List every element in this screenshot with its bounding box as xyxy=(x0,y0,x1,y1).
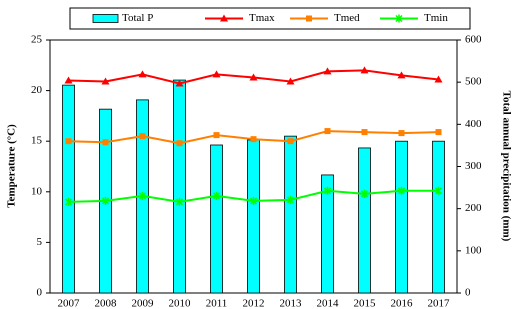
x-tick-label: 2010 xyxy=(169,298,192,309)
point xyxy=(249,196,258,205)
point xyxy=(286,195,295,204)
legend-label: Tmax xyxy=(249,12,275,24)
point xyxy=(139,133,146,140)
legend-marker xyxy=(395,14,403,23)
y2-tick-label: 200 xyxy=(465,202,482,214)
point xyxy=(101,77,110,85)
bar xyxy=(284,135,297,294)
point xyxy=(434,75,443,83)
bar xyxy=(358,147,371,294)
y-tick-label: 20 xyxy=(31,84,43,96)
point xyxy=(360,189,369,198)
point xyxy=(213,132,220,139)
point xyxy=(64,76,73,84)
point xyxy=(250,136,257,143)
legend-box xyxy=(69,7,471,30)
legend-marker xyxy=(306,15,312,22)
x-tick-label: 2011 xyxy=(206,298,228,309)
point xyxy=(64,197,73,206)
x-tick-label: 2008 xyxy=(95,298,118,309)
y2-tick-label: 300 xyxy=(465,160,482,172)
y-tick-label: 0 xyxy=(37,287,43,299)
point xyxy=(398,130,405,137)
bar xyxy=(395,140,408,294)
x-tick-label: 2017 xyxy=(428,298,451,309)
y2-tick-label: 100 xyxy=(465,244,482,256)
y-tick-label: 10 xyxy=(31,185,43,197)
x-tick-label: 2009 xyxy=(132,298,155,309)
point xyxy=(397,71,406,79)
point xyxy=(212,70,221,78)
y2-tick-label: 600 xyxy=(465,34,482,46)
legend-swatch xyxy=(92,14,119,23)
legend-label: Tmin xyxy=(424,12,448,24)
point xyxy=(175,79,184,87)
x-tick-label: 2015 xyxy=(354,298,377,309)
point xyxy=(286,77,295,85)
legend-label: Total P xyxy=(122,12,153,24)
bar xyxy=(321,174,334,294)
x-tick-label: 2012 xyxy=(243,298,265,309)
bar xyxy=(432,140,445,294)
y-tick-label: 5 xyxy=(37,236,43,248)
point xyxy=(287,138,294,145)
point xyxy=(397,186,406,195)
legend-marker xyxy=(220,14,228,22)
x-tick-label: 2014 xyxy=(317,298,340,309)
point xyxy=(212,191,221,200)
point xyxy=(102,139,109,146)
point xyxy=(324,128,331,135)
point xyxy=(361,129,368,136)
y2-tick-label: 0 xyxy=(465,287,471,299)
point xyxy=(434,186,443,195)
y2-tick-label: 400 xyxy=(465,118,482,130)
y-tick-label: 25 xyxy=(31,34,43,46)
legend-label: Tmed xyxy=(334,12,360,24)
x-tick-label: 2013 xyxy=(280,298,303,309)
y-tick-label: 15 xyxy=(31,135,43,147)
point xyxy=(65,138,72,145)
point xyxy=(176,140,183,147)
y2-tick-label: 500 xyxy=(465,76,482,88)
point xyxy=(435,129,442,136)
bar xyxy=(247,139,260,294)
point xyxy=(360,66,369,74)
bar xyxy=(173,79,186,294)
bar xyxy=(62,84,75,294)
point xyxy=(138,191,147,200)
point xyxy=(138,70,147,78)
y-axis-title: Temperature (°C) xyxy=(6,124,18,208)
x-tick-label: 2016 xyxy=(391,298,414,309)
point xyxy=(249,73,258,81)
point xyxy=(175,197,184,206)
point xyxy=(323,67,332,75)
bar xyxy=(210,144,223,294)
x-tick-label: 2007 xyxy=(58,298,81,309)
point xyxy=(101,196,110,205)
point xyxy=(323,186,332,195)
y2-axis-title: Total annual precipitation (mm) xyxy=(500,91,512,242)
